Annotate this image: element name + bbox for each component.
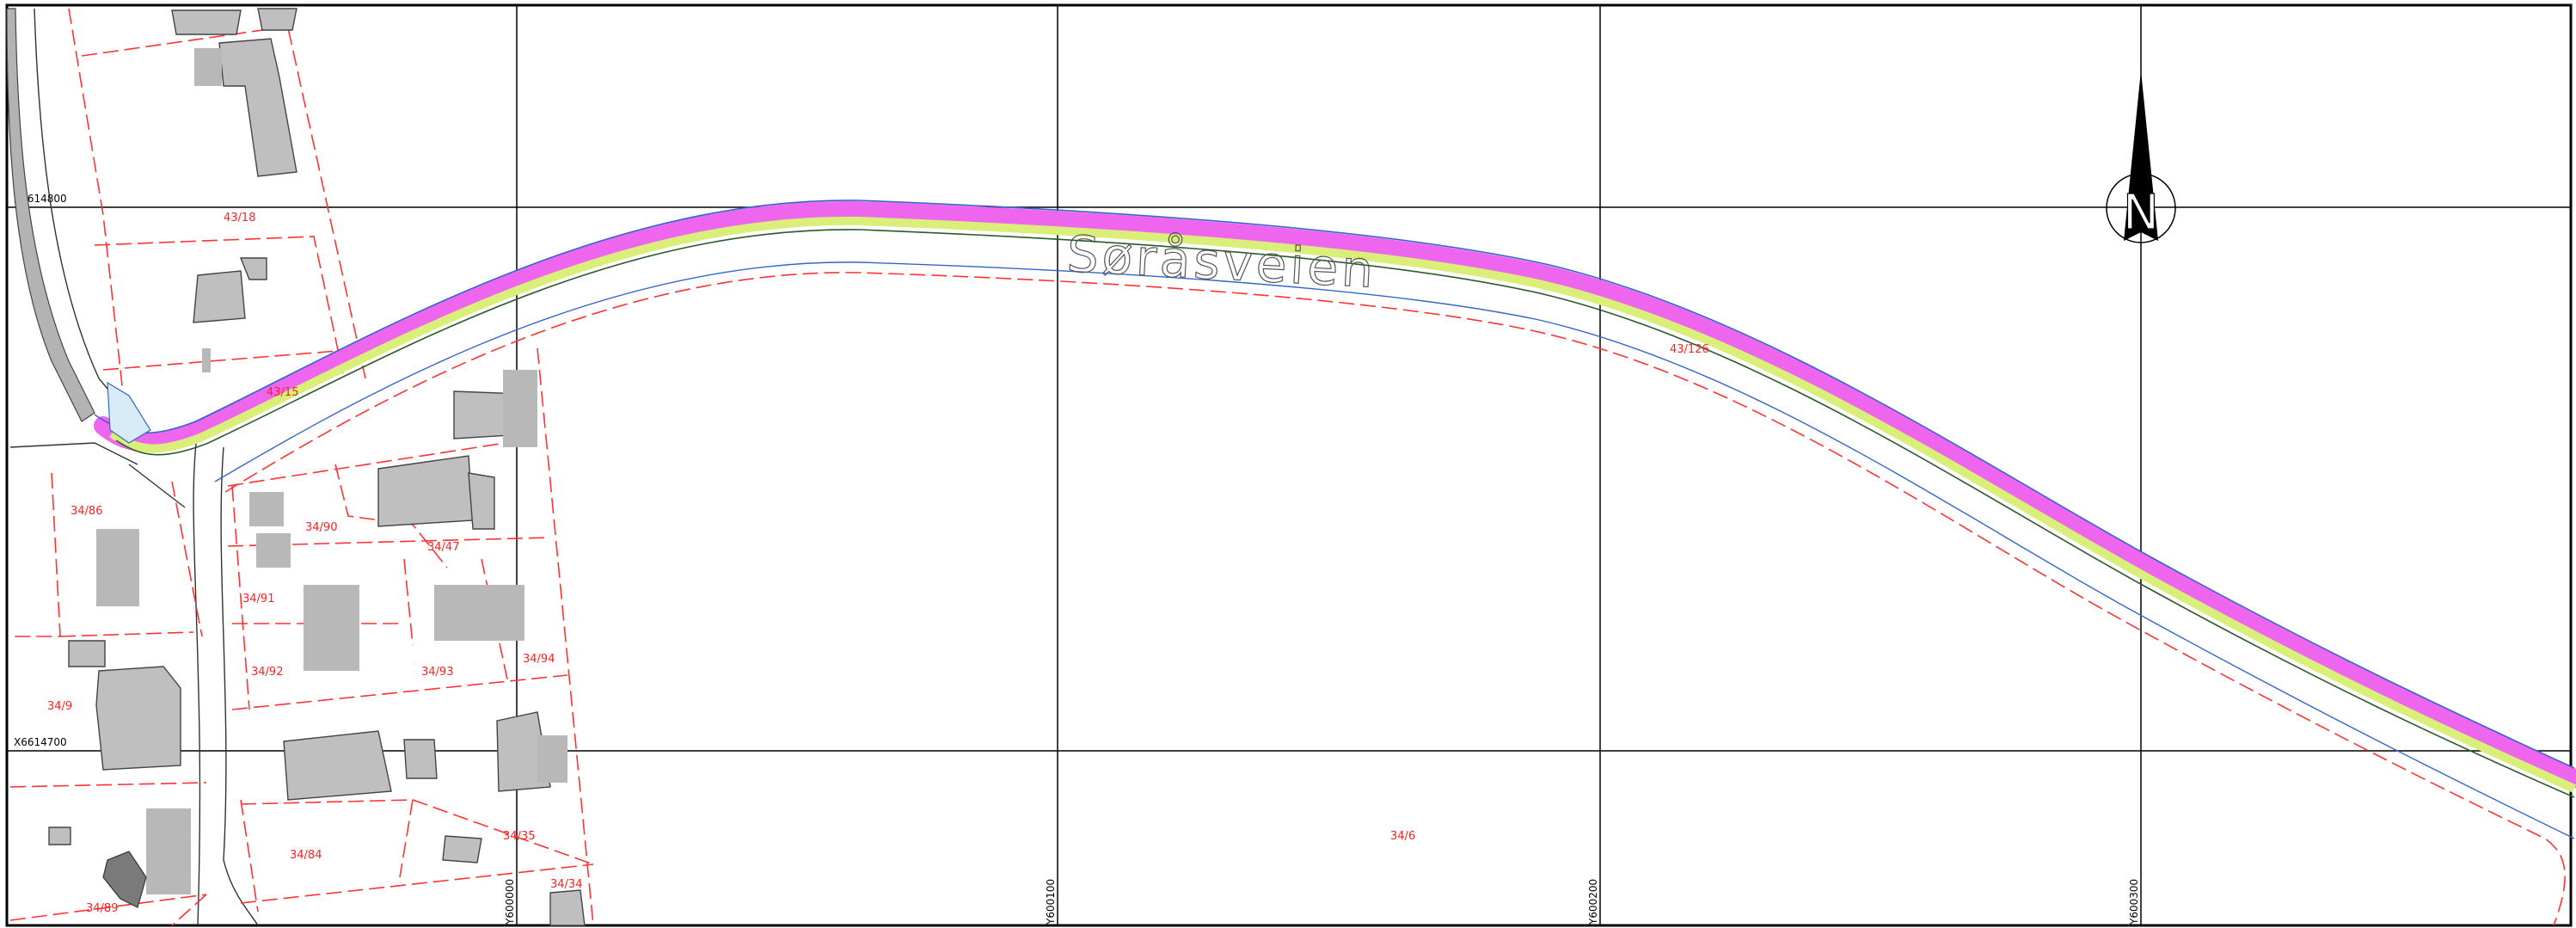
map-frame — [5, 3, 2573, 927]
road-plan-sorasveien — [94, 200, 2576, 926]
buildings — [48, 8, 586, 926]
parcel-labels: 43/18 43/15 43/126 34/86 34/90 34/47 34/… — [47, 212, 1709, 915]
parcel-label-34-91: 34/91 — [242, 593, 274, 605]
parcel-label-34-9: 34/9 — [47, 700, 72, 713]
north-arrow-icon: N — [2106, 71, 2176, 243]
parcel-label-34-84: 34/84 — [290, 849, 322, 862]
parcel-label-34-35: 34/35 — [503, 830, 535, 843]
grid — [7, 5, 2571, 925]
parcel-label-34-90: 34/90 — [305, 521, 337, 534]
parcel-label-43-126: 43/126 — [1670, 343, 1709, 356]
grid-label-y-600200: Y600200 — [1587, 879, 1599, 925]
grid-label-y-600000: Y600000 — [504, 879, 516, 925]
parcel-label-34-34: 34/34 — [550, 878, 582, 891]
parcel-label-34-6: 34/6 — [1390, 830, 1415, 843]
parcel-label-34-47: 34/47 — [427, 541, 459, 554]
existing-road-west — [6, 8, 259, 926]
parcel-label-34-92: 34/92 — [251, 666, 283, 679]
north-arrow-label: N — [2123, 185, 2159, 241]
parcel-label-34-93: 34/93 — [421, 666, 453, 679]
grid-label-y-600300: Y600300 — [2128, 879, 2140, 925]
parcel-boundaries — [9, 8, 594, 926]
parcel-label-34-89: 34/89 — [86, 902, 118, 915]
parcel-label-34-86: 34/86 — [71, 505, 102, 518]
parcel-label-43-18: 43/18 — [224, 212, 255, 224]
grid-label-y-600100: Y600100 — [1045, 879, 1057, 925]
parcel-label-34-94: 34/94 — [523, 653, 555, 666]
grid-label-x-6614700: X6614700 — [14, 736, 67, 748]
parcel-label-43-15: 43/15 — [267, 386, 298, 399]
